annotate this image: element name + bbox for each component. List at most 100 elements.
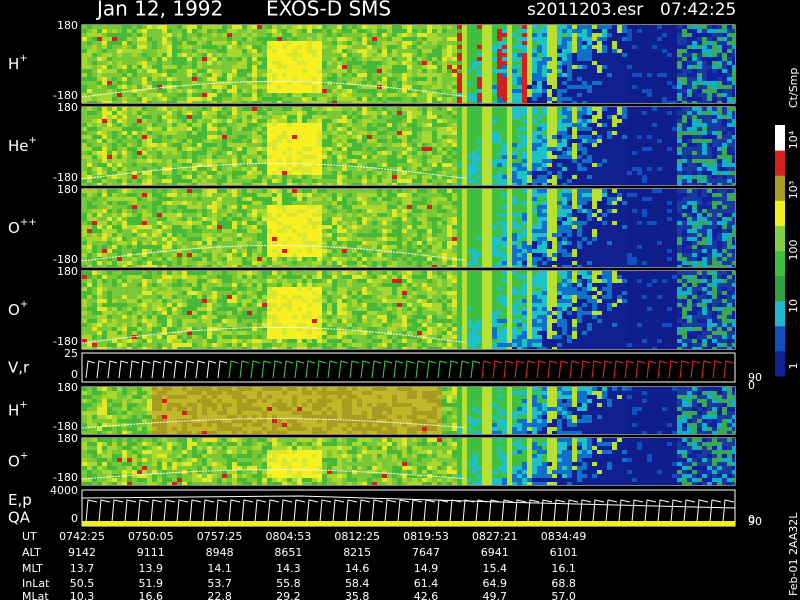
spectrogram-cell bbox=[397, 163, 402, 167]
spectrogram-cell bbox=[362, 151, 367, 155]
spectrogram-cell bbox=[602, 73, 607, 77]
spectrogram-cell bbox=[652, 65, 657, 69]
spectrogram-cell bbox=[477, 45, 482, 49]
spectrogram-cell bbox=[452, 81, 457, 85]
spectrogram-cell bbox=[602, 49, 607, 53]
spectrogram-cell bbox=[82, 135, 87, 139]
spectrogram-cell bbox=[347, 29, 352, 33]
spectrogram-cell bbox=[567, 135, 572, 139]
spectrogram-cell bbox=[532, 159, 537, 163]
spectrogram-cell bbox=[147, 123, 152, 127]
spectrogram-cell bbox=[427, 49, 432, 53]
spectrogram-cell bbox=[322, 151, 327, 155]
spectrogram-cell bbox=[362, 175, 367, 179]
spectrogram-cell bbox=[662, 155, 667, 159]
spectrogram-cell bbox=[717, 57, 722, 61]
spectrogram-cell bbox=[152, 143, 157, 147]
spectrogram-cell bbox=[452, 41, 457, 45]
spectrogram-cell bbox=[352, 171, 357, 175]
spectrogram-cell bbox=[497, 29, 502, 33]
spectrogram-cell bbox=[452, 127, 457, 131]
spectrogram-cell bbox=[377, 123, 382, 127]
spectrogram-cell bbox=[187, 123, 192, 127]
spectrogram-cell bbox=[647, 131, 652, 135]
spectrogram-cell bbox=[632, 49, 637, 53]
spectrogram-cell bbox=[532, 73, 537, 77]
spectrogram-cell bbox=[367, 135, 372, 139]
spectrogram-cell bbox=[287, 61, 292, 65]
spectrogram-cell bbox=[582, 33, 587, 37]
spectrogram-cell bbox=[292, 73, 297, 77]
spectrogram-cell bbox=[597, 139, 602, 143]
spectrogram-cell bbox=[542, 163, 547, 167]
spectrogram-cell bbox=[367, 93, 372, 97]
spectrogram-cell bbox=[552, 119, 557, 123]
spectrogram-cell bbox=[162, 61, 167, 65]
spectrogram-cell bbox=[312, 73, 317, 77]
spectrogram-cell bbox=[102, 115, 107, 119]
spectrogram-cell bbox=[502, 131, 507, 135]
spectrogram-cell bbox=[532, 155, 537, 159]
spectrogram-cell bbox=[552, 131, 557, 135]
spectrogram-cell bbox=[452, 163, 457, 167]
spectrogram-cell bbox=[602, 151, 607, 155]
spectrogram-cell bbox=[372, 131, 377, 135]
spectrogram-cell bbox=[162, 171, 167, 175]
spectrogram-cell bbox=[482, 65, 487, 69]
spectrogram-cell bbox=[222, 111, 227, 115]
spectrogram-cell bbox=[292, 25, 297, 29]
spectrogram-cell bbox=[242, 89, 247, 93]
spectrogram-cell bbox=[207, 143, 212, 147]
spectrogram-cell bbox=[632, 29, 637, 33]
spectrogram-cell bbox=[652, 61, 657, 65]
spectrogram-cell bbox=[477, 127, 482, 131]
spectrogram-cell bbox=[412, 69, 417, 73]
spectrogram-cell bbox=[682, 29, 687, 33]
spectrogram-cell bbox=[492, 41, 497, 45]
spectrogram-cell bbox=[627, 45, 632, 49]
spectrogram-cell bbox=[337, 131, 342, 135]
spectrogram-cell bbox=[502, 45, 507, 49]
spectrogram-cell bbox=[287, 163, 292, 167]
spectrogram-cell bbox=[612, 89, 617, 93]
spectrogram-cell bbox=[452, 101, 457, 103]
spectrogram-cell bbox=[482, 25, 487, 29]
spectrogram-cell bbox=[517, 73, 522, 77]
spectrogram-cell bbox=[172, 171, 177, 175]
spectrogram-cell bbox=[217, 143, 222, 147]
spectrogram-cell bbox=[97, 107, 102, 111]
spectrogram-cell bbox=[172, 159, 177, 163]
spectrogram-cell bbox=[552, 81, 557, 85]
spectrogram-cell bbox=[322, 111, 327, 115]
spectrogram-cell bbox=[362, 179, 367, 183]
spectrogram-cell bbox=[292, 61, 297, 65]
spectrogram-cell bbox=[532, 41, 537, 45]
spectrogram-cell bbox=[247, 73, 252, 77]
spectrogram-cell bbox=[397, 29, 402, 33]
spectrogram-cell bbox=[197, 65, 202, 69]
spectrogram-cell bbox=[187, 107, 192, 111]
spectrogram-cell bbox=[472, 25, 477, 29]
spectrogram-cell bbox=[552, 171, 557, 175]
spectrogram-cell bbox=[102, 155, 107, 159]
spectrogram-cell bbox=[122, 151, 127, 155]
spectrogram-cell bbox=[272, 61, 277, 65]
spectrogram-cell bbox=[172, 41, 177, 45]
spectrogram-cell bbox=[607, 37, 612, 41]
spectrogram-cell bbox=[172, 49, 177, 53]
spectrogram-cell bbox=[102, 29, 107, 33]
spectrogram-cell bbox=[667, 37, 672, 41]
spectrogram-cell bbox=[82, 111, 87, 115]
spectrogram-cell bbox=[122, 57, 127, 61]
spectrogram-cell bbox=[102, 81, 107, 85]
spectrogram-cell bbox=[97, 49, 102, 53]
spectrogram-cell bbox=[377, 147, 382, 151]
spectrogram-cell bbox=[522, 53, 527, 57]
spectrogram-cell bbox=[117, 167, 122, 171]
spectrogram-cell bbox=[672, 65, 677, 69]
spectrogram-cell bbox=[532, 53, 537, 57]
spectrogram-cell bbox=[192, 101, 197, 103]
spectrogram-cell bbox=[132, 135, 137, 139]
spectrogram-cell bbox=[647, 151, 652, 155]
spectrogram-cell bbox=[122, 73, 127, 77]
